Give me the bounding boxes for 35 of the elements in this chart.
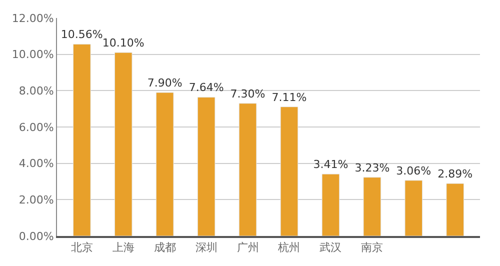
y-tick-label: 12.00% [12,12,54,25]
bar [363,177,382,236]
bar [322,174,340,236]
x-tick-label: 北京 [70,240,93,254]
bar [280,106,298,236]
bar [72,44,91,236]
data-label: 2.89% [438,168,473,180]
data-label: 3.41% [313,158,348,172]
x-tick-label: 成都 [154,240,176,254]
y-tick-label: 2.00% [18,194,54,207]
data-label: 3.23% [354,161,390,174]
bar [404,180,423,236]
data-label: 3.06% [396,164,432,178]
bar [446,183,464,236]
x-tick-label: 深圳 [195,240,218,254]
data-label: 10.10% [102,36,144,50]
data-label: 7.64% [188,81,224,94]
y-tick-label: 4.00% [18,157,54,170]
y-tick-label: 0.00% [18,230,54,243]
x-tick-label: 南京 [361,240,384,254]
x-tick-label: 杭州 [277,240,300,254]
data-label: 7.30% [230,87,266,100]
x-tick-label: 上海 [112,240,134,254]
x-tick-label: 广州 [236,240,259,254]
data-label: 10.56% [60,28,103,42]
data-label: 7.90% [147,76,182,90]
y-tick-label: 8.00% [18,84,54,98]
bar [197,96,216,236]
x-tick-label: 武汉 [320,240,342,254]
bar [238,103,257,236]
bar [156,92,174,236]
data-label: 7.11% [272,90,307,104]
y-tick-label: 6.00% [18,120,54,134]
bar [114,52,132,236]
y-tick-label: 10.00% [12,48,54,62]
